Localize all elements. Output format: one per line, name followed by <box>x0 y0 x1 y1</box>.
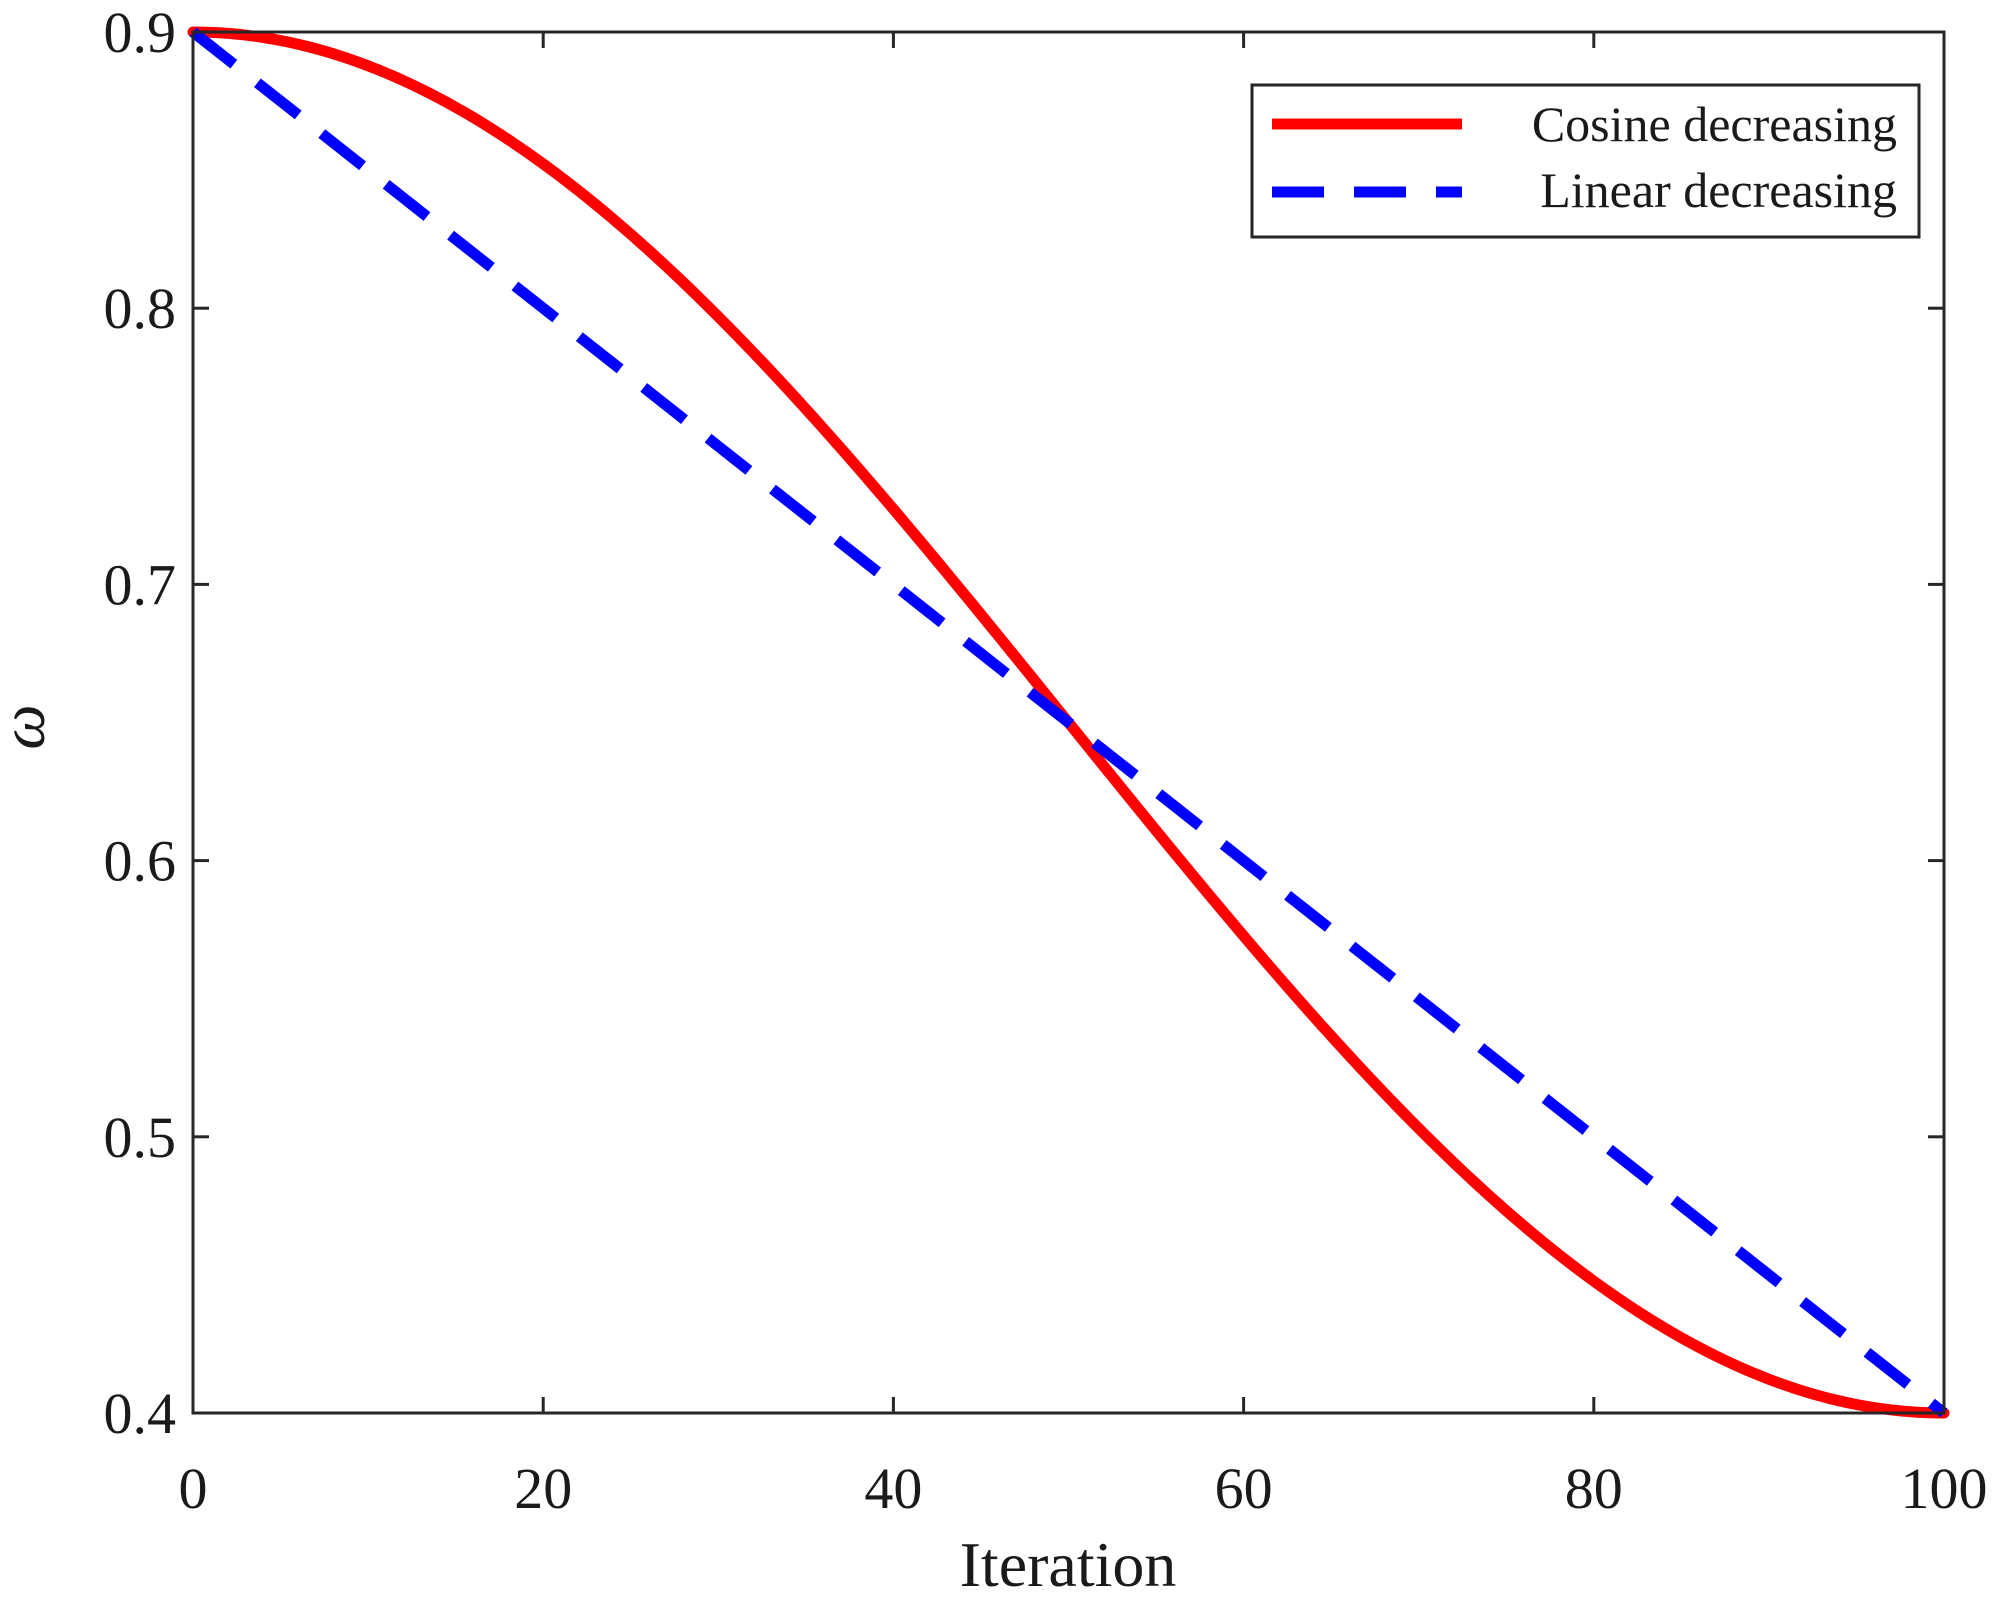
x-tick-label: 20 <box>514 1456 572 1521</box>
y-tick-label: 0.7 <box>104 552 177 617</box>
series-line-linear <box>189 27 1948 1418</box>
x-tick-label: 80 <box>1565 1456 1623 1521</box>
x-tick-label: 100 <box>1901 1456 1988 1521</box>
y-tick-label: 0.8 <box>104 276 177 341</box>
y-tick-label: 0.4 <box>104 1381 177 1446</box>
x-tick-label: 40 <box>864 1456 922 1521</box>
y-tick-label: 0.5 <box>104 1105 177 1170</box>
legend-box <box>1250 83 1921 239</box>
plot-area-frame <box>191 30 1946 1415</box>
legend: Cosine decreasing Linear decreasing <box>1250 83 1921 239</box>
legend-label-cosine: Cosine decreasing <box>1532 96 1897 152</box>
x-axis-label: Iteration <box>960 1529 1177 1600</box>
legend-label-linear: Linear decreasing <box>1540 162 1897 218</box>
y-tick-label: 0.9 <box>104 0 177 65</box>
y-axis-label: ω <box>0 704 58 749</box>
y-tick-label: 0.6 <box>104 829 177 894</box>
x-tick-label: 60 <box>1215 1456 1273 1521</box>
x-tick-label: 0 <box>179 1456 208 1521</box>
